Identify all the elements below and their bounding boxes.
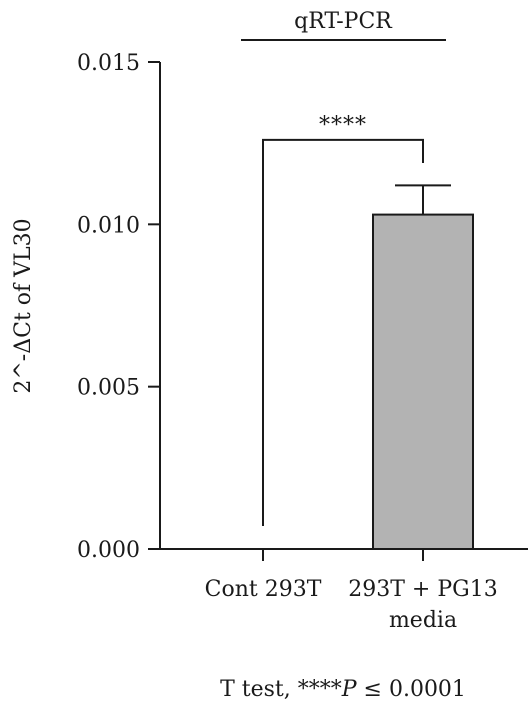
x-tick-label: Cont 293T [205, 577, 322, 602]
footnote-prefix: T test, [220, 677, 298, 702]
y-tick-label: 0.015 [77, 51, 140, 76]
y-axis-title: 2^-ΔCt of VL30 [11, 218, 36, 393]
x-tick-label: media [389, 608, 457, 633]
footnote-suffix: ≤ 0.0001 [357, 677, 466, 702]
significance-line [262, 138, 424, 526]
significance-bracket: **** [262, 113, 424, 526]
bar [372, 213, 474, 551]
chart-title: qRT-PCR [294, 9, 393, 34]
y-tick-label: 0.005 [77, 376, 140, 401]
footnote-stars: **** [298, 677, 342, 702]
footnote: T test, ****P ≤ 0.0001 [220, 677, 466, 702]
error-bars [395, 184, 451, 215]
y-ticks: 0.000 0.005 0.010 0.015 [77, 51, 160, 563]
y-tick-label: 0.000 [77, 538, 140, 563]
x-tick-label: 293T + PG13 [348, 577, 497, 602]
bars [372, 213, 474, 551]
footnote-p: P [341, 677, 358, 702]
x-tick-labels: Cont 293T 293T + PG13 media [205, 549, 498, 633]
significance-label: **** [319, 113, 367, 138]
y-tick-label: 0.010 [77, 213, 140, 238]
